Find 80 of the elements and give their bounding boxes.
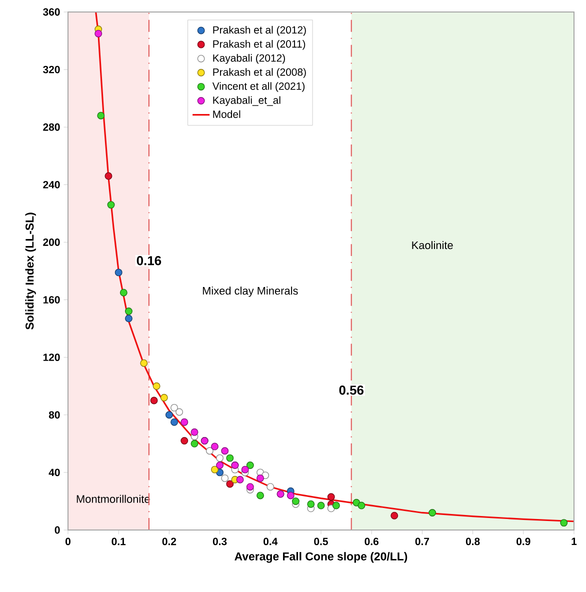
point <box>104 172 112 180</box>
point <box>307 500 315 508</box>
y-tick-label: 200 <box>43 238 60 246</box>
point <box>206 447 214 455</box>
point <box>256 492 264 500</box>
point <box>114 268 122 276</box>
x-tick-label: 0.8 <box>466 538 480 546</box>
x-axis-title: Average Fall Cone slope (20/LL) <box>234 552 408 563</box>
y-tick-label: 40 <box>48 468 60 476</box>
point <box>216 454 224 462</box>
y-tick-label: 160 <box>43 296 60 304</box>
point <box>246 483 254 491</box>
point <box>226 480 234 488</box>
point <box>170 404 178 412</box>
y-tick-label: 120 <box>43 354 60 362</box>
point <box>120 288 128 296</box>
x-tick-label: 0.4 <box>264 538 278 546</box>
point <box>152 382 160 390</box>
x-tick-label: 1 <box>572 538 577 545</box>
y-tick-label: 0 <box>54 526 60 534</box>
ref-line-label: 0.16 <box>136 256 162 266</box>
x-tick-label: 0.1 <box>112 538 126 546</box>
band-label: Montmorillonite <box>76 494 150 503</box>
point <box>94 30 102 38</box>
legend-label: Prakash et al (2012) <box>213 26 306 36</box>
ref-line-label: 0.56 <box>339 386 364 395</box>
point <box>266 483 274 491</box>
point <box>358 502 366 510</box>
legend-label: Kayabali_et_al <box>213 96 280 106</box>
point <box>428 508 436 516</box>
y-axis-title: Solidity Index (LL-SL) <box>25 212 36 330</box>
point <box>190 440 198 448</box>
legend-label: Vincent et all (2021) <box>212 82 305 92</box>
y-tick-label: 320 <box>43 66 60 74</box>
point <box>190 428 198 436</box>
point <box>256 474 264 482</box>
legend-label: Kayabali (2012) <box>213 54 285 64</box>
point <box>317 502 325 510</box>
point <box>327 493 335 501</box>
x-tick-label: 0.3 <box>212 538 227 546</box>
x-tick-label: 0.6 <box>364 538 378 546</box>
point <box>221 447 229 455</box>
point <box>241 466 249 474</box>
point <box>216 462 224 469</box>
point <box>124 308 132 316</box>
point <box>211 466 218 474</box>
y-tick-label: 240 <box>43 180 60 188</box>
y-tick-label: 360 <box>43 8 60 16</box>
point <box>390 512 398 520</box>
y-tick-label: 280 <box>43 123 60 131</box>
x-tick-label: 0.2 <box>162 538 176 546</box>
point <box>180 437 188 445</box>
point <box>97 112 105 120</box>
x-tick-label: 0 <box>65 538 70 546</box>
point <box>176 408 184 416</box>
legend-label: Prakash et al (2011) <box>213 40 306 50</box>
x-tick-label: 0.9 <box>516 538 530 546</box>
point <box>170 418 178 426</box>
point <box>150 396 158 404</box>
annotation: Mixed clay Minerals <box>202 286 298 297</box>
legend-label: Model <box>213 110 240 118</box>
point <box>124 314 132 322</box>
point <box>236 476 244 484</box>
point <box>165 411 173 419</box>
band-label: Kaolinite <box>412 241 453 250</box>
point <box>140 359 148 367</box>
y-tick-label: 80 <box>48 411 60 419</box>
point <box>107 201 115 209</box>
x-tick-label: 0.7 <box>415 538 430 546</box>
point <box>221 474 229 482</box>
point <box>160 394 168 402</box>
point <box>560 519 568 527</box>
point <box>286 492 294 500</box>
x-tick-label: 0.5 <box>314 538 328 546</box>
point <box>332 502 340 510</box>
legend-label: Prakash et al (2008) <box>213 68 306 78</box>
point <box>211 442 218 450</box>
point <box>292 497 300 505</box>
point <box>246 462 254 469</box>
point <box>226 454 234 462</box>
